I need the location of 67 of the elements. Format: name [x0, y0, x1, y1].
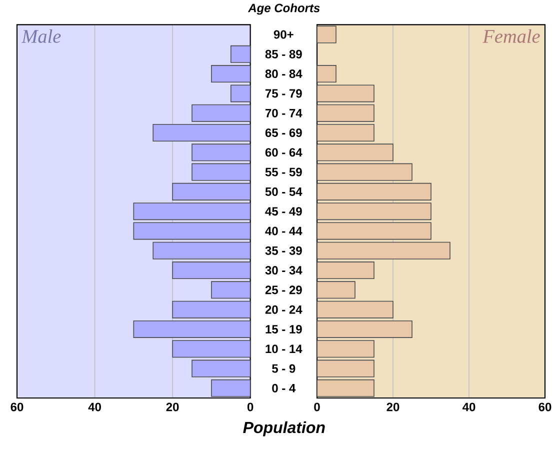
bar [172, 340, 250, 358]
y-tick-label: 40 - 44 [265, 226, 302, 236]
bar [192, 163, 250, 181]
bar [230, 45, 250, 63]
x-tick-label: 0 [247, 402, 254, 412]
bar [192, 360, 250, 378]
bar [317, 182, 432, 200]
y-tick-label: 70 - 74 [266, 108, 302, 118]
y-tick-label: 35 - 39 [265, 246, 302, 255]
bar [317, 26, 336, 44]
bar [172, 262, 250, 280]
bar [172, 182, 250, 200]
y-tick-label: 80 - 84 [265, 70, 302, 78]
bar [211, 281, 250, 299]
bar [317, 320, 412, 338]
y-tick-label: 30 - 34 [265, 266, 302, 275]
bar [317, 379, 374, 397]
bar [317, 65, 336, 83]
bar [192, 144, 250, 162]
x-tick-label: 40 [88, 402, 101, 412]
x-tick-label: 40 [462, 402, 476, 412]
bar [317, 360, 374, 378]
y-tick-label: 60 - 64 [265, 148, 302, 157]
y-tick-label: 25 - 29 [265, 286, 302, 294]
text: Female [482, 29, 540, 43]
y-tick-label: 75 - 79 [266, 89, 302, 98]
x-tick-label: 60 [538, 402, 552, 412]
y-tick-label: 50 - 54 [265, 187, 302, 196]
bar [133, 202, 250, 220]
bar [317, 163, 412, 181]
y-tick-label: 20 - 24 [265, 305, 302, 314]
x-tick-label: 0 [314, 402, 320, 412]
text: Age Cohorts [248, 3, 320, 15]
text: Male [21, 29, 61, 43]
bar [317, 340, 374, 358]
x-tick-label: 60 [10, 402, 24, 412]
bar [317, 124, 374, 142]
y-tick-label: 90+ [274, 30, 294, 39]
y-tick-label: 10 - 14 [266, 344, 302, 354]
bar [317, 242, 450, 260]
y-tick-label: 15 - 19 [266, 324, 302, 334]
y-tick-label: 5 - 9 [272, 364, 296, 373]
bar [317, 84, 374, 102]
y-tick-label: 85 - 89 [265, 50, 302, 58]
bar [152, 242, 250, 260]
bar [133, 222, 250, 240]
bar [133, 320, 250, 338]
bar [317, 104, 374, 122]
bar [317, 300, 394, 318]
x-axis-title: Population [243, 421, 325, 436]
bar [172, 300, 250, 318]
x-tick-label: 20 [386, 402, 400, 412]
y-tick-label: 45 - 49 [265, 207, 302, 216]
bar [317, 144, 394, 162]
bar [317, 281, 356, 299]
bar [317, 262, 374, 280]
bar [317, 202, 432, 220]
y-tick-label: 0 - 4 [272, 384, 296, 392]
bar [192, 104, 250, 122]
bar [211, 65, 250, 83]
y-tick-label: 65 - 69 [265, 128, 302, 137]
bar [152, 124, 250, 142]
bar [211, 379, 250, 397]
bar [317, 222, 432, 240]
bar [230, 84, 250, 102]
y-tick-label: 55 - 59 [265, 168, 302, 176]
x-tick-label: 20 [166, 402, 179, 412]
